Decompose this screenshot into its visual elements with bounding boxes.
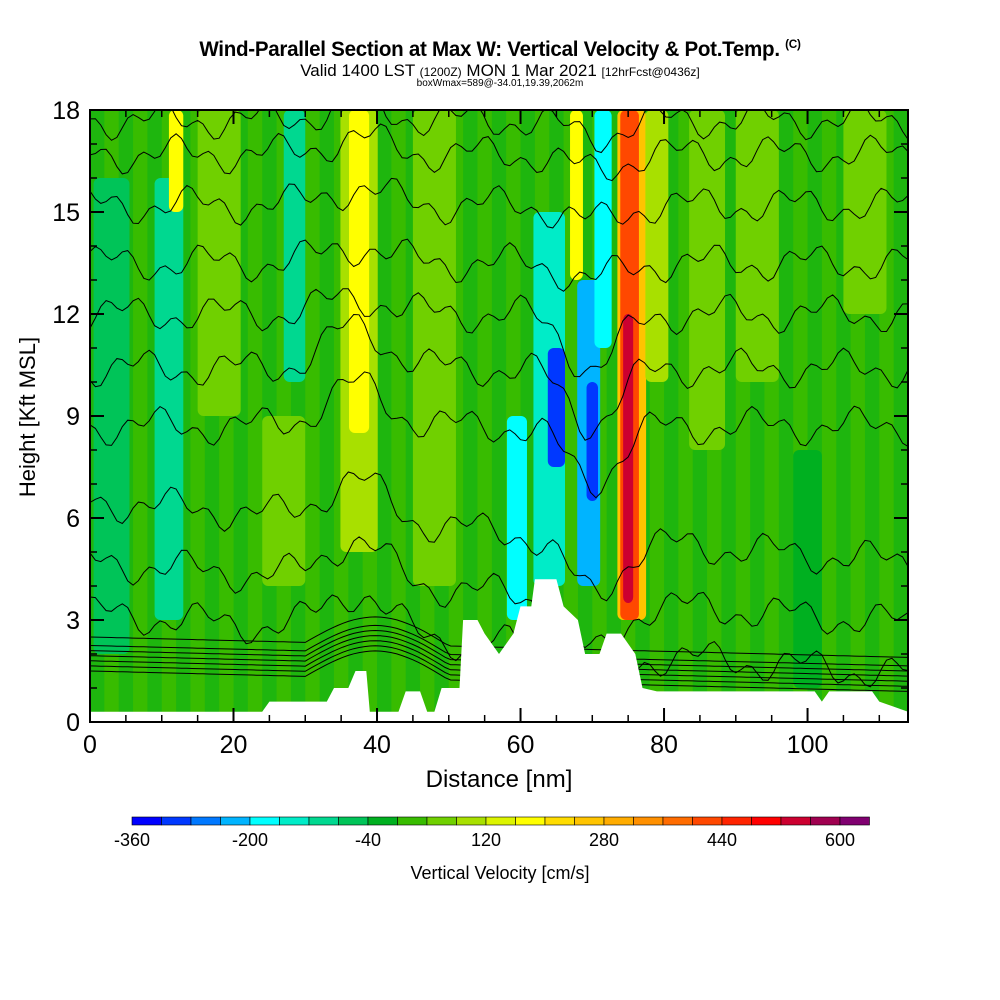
- chart-subtitle: Valid 1400 LST (1200Z) MON 1 Mar 2021 [1…: [300, 61, 700, 80]
- w-band: [645, 110, 669, 382]
- colorbar-tick-label: -360: [114, 830, 150, 850]
- colorbar-tick-label: 280: [589, 830, 619, 850]
- colorbar-swatch: [249, 816, 280, 826]
- w-stripe: [319, 110, 334, 722]
- w-band: [586, 382, 599, 501]
- box-info: boxWmax=589@-34.01,19.39,2062m: [416, 78, 584, 89]
- colorbar-tick-label: -200: [232, 830, 268, 850]
- y-tick-label: 15: [52, 199, 80, 227]
- colorbar-swatch: [662, 816, 693, 826]
- x-tick-label: 80: [650, 731, 678, 759]
- terrain: [90, 579, 908, 722]
- colorbar-swatch: [839, 816, 870, 826]
- colorbar-swatch: [308, 816, 339, 826]
- colorbar: -360 -200 -40 120 280 440 600: [114, 816, 870, 850]
- x-tick-label: 0: [83, 731, 97, 759]
- w-stripe: [778, 110, 794, 722]
- w-band: [168, 110, 184, 212]
- pot-temp-contour: [90, 313, 908, 441]
- colorbar-swatch: [190, 816, 221, 826]
- colorbar-tick-label: 440: [707, 830, 737, 850]
- axis-ticks: 0 3 6 9 12 15 18 0 20 40 60 80 100: [52, 97, 908, 759]
- colorbar-swatch: [721, 816, 752, 826]
- colorbar-swatch: [603, 816, 634, 826]
- y-tick-label: 18: [52, 97, 80, 125]
- w-band: [594, 110, 612, 348]
- colorbar-swatch: [780, 816, 811, 826]
- copyright-mark: (C): [785, 37, 801, 51]
- colorbar-swatch: [751, 816, 782, 826]
- colorbar-swatch: [131, 816, 162, 826]
- colorbar-swatch: [397, 816, 428, 826]
- colorbar-swatch: [692, 816, 723, 826]
- colorbar-swatch: [633, 816, 664, 826]
- colorbar-swatch: [279, 816, 310, 826]
- w-stripe: [491, 110, 507, 722]
- colorbar-tick-label: 600: [825, 830, 855, 850]
- x-tick-label: 100: [787, 731, 829, 759]
- x-tick-label: 40: [363, 731, 391, 759]
- w-band: [283, 110, 306, 382]
- colorbar-swatch: [220, 816, 251, 826]
- pot-temp-contour: [90, 616, 908, 658]
- colorbar-swatch: [426, 816, 457, 826]
- w-band: [154, 178, 184, 620]
- x-tick-label: 60: [507, 731, 535, 759]
- y-tick-label: 0: [66, 709, 80, 737]
- x-tick-label: 20: [220, 731, 248, 759]
- w-band: [197, 110, 241, 416]
- w-band: [623, 314, 634, 603]
- pot-temp-contour: [90, 536, 908, 649]
- colorbar-swatch: [338, 816, 369, 826]
- w-band: [547, 348, 566, 467]
- w-band: [735, 110, 779, 382]
- colorbar-tick-label: 120: [471, 830, 501, 850]
- pot-temp-contour: [90, 110, 908, 154]
- colorbar-swatch: [544, 816, 575, 826]
- y-tick-label: 3: [66, 607, 80, 635]
- w-band: [793, 450, 822, 688]
- colorbar-swatch: [485, 816, 516, 826]
- pot-temp-contour: [90, 594, 908, 706]
- pot-temp-contour: [90, 471, 908, 602]
- w-band: [93, 178, 130, 654]
- colorbar-swatch: [161, 816, 192, 826]
- w-band: [412, 110, 456, 586]
- colorbar-swatch: [810, 816, 841, 826]
- w-band: [506, 416, 527, 620]
- colorbar-swatch: [367, 816, 398, 826]
- w-band: [570, 110, 583, 280]
- terrain-profile: [90, 579, 908, 722]
- y-tick-label: 6: [66, 505, 80, 533]
- y-tick-label: 12: [52, 301, 80, 329]
- colorbar-swatch: [515, 816, 546, 826]
- colorbar-tick-label: -40: [355, 830, 381, 850]
- y-tick-label: 9: [66, 403, 80, 431]
- w-stripe: [377, 110, 392, 722]
- colorbar-swatch: [574, 816, 605, 826]
- colorbar-swatch: [456, 816, 487, 826]
- y-axis-label: Height [Kft MSL]: [15, 336, 40, 498]
- pot-temp-contour: [90, 238, 908, 292]
- w-band: [349, 110, 370, 433]
- pot-temp-contour: [90, 371, 908, 499]
- x-axis-label: Distance [nm]: [425, 766, 573, 793]
- pot-temp-contour: [90, 177, 908, 229]
- pot-temp-contour: [90, 123, 908, 182]
- colorbar-label: Vertical Velocity [cm/s]: [410, 863, 590, 883]
- chart-title: Wind-Parallel Section at Max W: Vertical…: [199, 37, 801, 61]
- pot-temp-contour: [90, 288, 908, 378]
